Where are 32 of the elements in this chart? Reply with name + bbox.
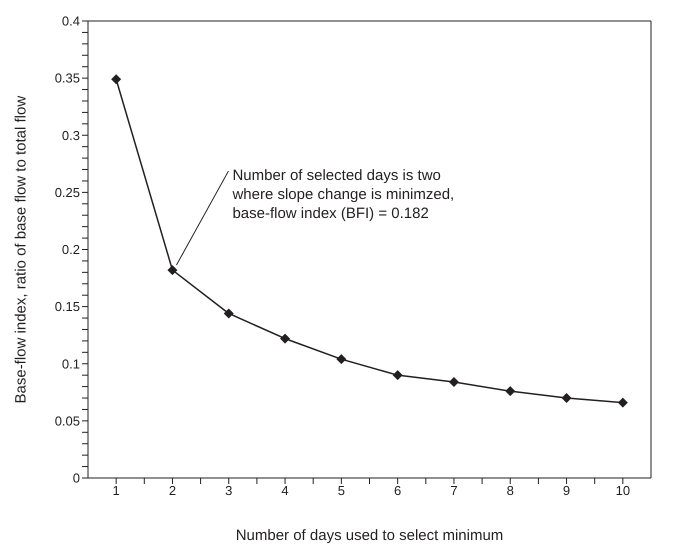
y-tick-label: 0.2 xyxy=(62,242,80,258)
y-tick-label: 0.15 xyxy=(54,299,80,314)
y-tick-label: 0.25 xyxy=(54,184,80,200)
y-tick-label: 0 xyxy=(72,470,80,486)
x-tick-label: 8 xyxy=(506,483,514,498)
x-tick-label: 6 xyxy=(394,483,402,498)
point xyxy=(505,386,516,396)
point xyxy=(392,370,403,380)
point xyxy=(167,265,178,276)
point xyxy=(336,354,346,364)
x-tick-label: 2 xyxy=(168,483,176,498)
point xyxy=(111,74,122,84)
y-tick-label: 0.3 xyxy=(62,128,80,143)
point xyxy=(618,398,628,408)
y-tick-label: 0.35 xyxy=(54,70,80,86)
y-tick-label: 0.4 xyxy=(62,14,80,29)
point xyxy=(562,393,572,404)
point xyxy=(224,308,234,318)
x-tick-label: 5 xyxy=(338,483,345,498)
annotation: Number of selected days is two where slope change is minimzed, base-flow index (BFI) = 0.182 xyxy=(231,167,454,222)
y-tick-label: 0.05 xyxy=(54,413,80,428)
x-tick-label: 3 xyxy=(225,483,232,498)
point xyxy=(280,334,290,344)
point xyxy=(448,377,459,388)
y-tick-label: 0.1 xyxy=(62,356,80,372)
x-tick-label: 9 xyxy=(562,483,570,498)
x-tick-label: 10 xyxy=(616,483,630,498)
x-tick-label: 4 xyxy=(281,483,289,498)
x-axis-title: Number of days used to select minimum xyxy=(236,527,504,544)
y-axis-title: Base-flow index, ratio of base flow to total flow xyxy=(12,96,30,404)
x-tick-label: 1 xyxy=(112,483,120,498)
x-tick-label: 7 xyxy=(450,483,458,498)
